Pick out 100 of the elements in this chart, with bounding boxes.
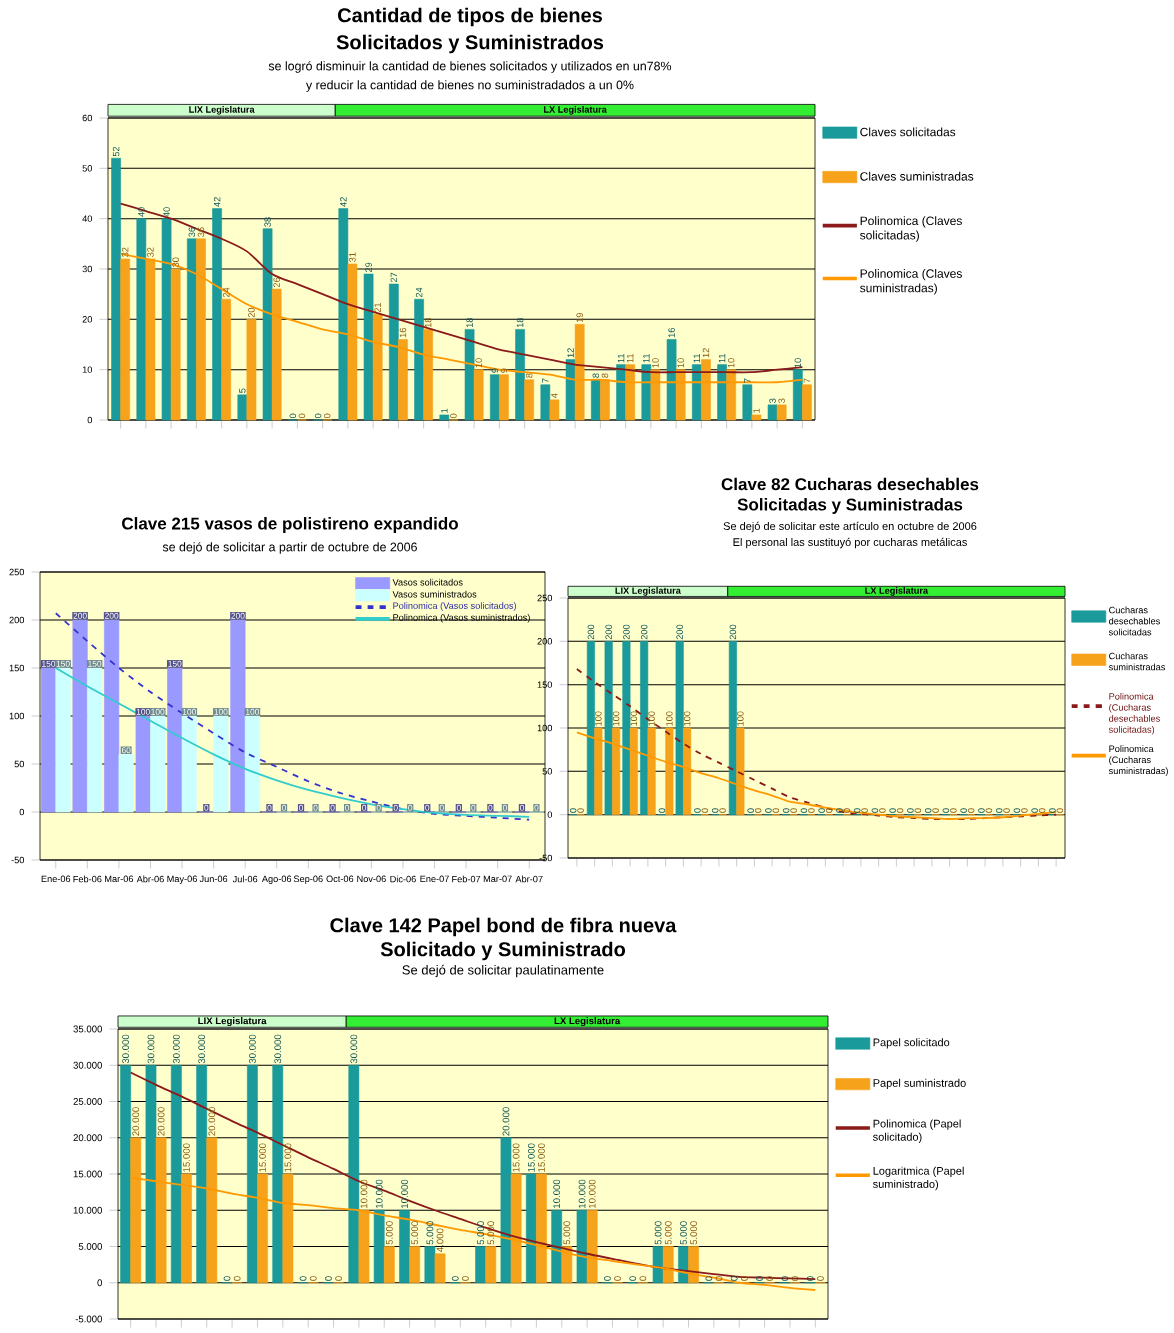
text: y reducir la cantidad de bienes no suministradados a un 0% xyxy=(305,80,634,92)
y-tick-label: 200 xyxy=(537,638,553,645)
data-label: 0 xyxy=(325,1276,332,1281)
x-tick-label: Ago-06 xyxy=(261,875,292,884)
data-label: 0 xyxy=(800,808,808,813)
y-tick-label: 35.000 xyxy=(73,1025,103,1033)
data-label: 0 xyxy=(879,808,886,813)
data-label: 0 xyxy=(233,1276,241,1281)
data-label: 0 xyxy=(614,1276,621,1281)
data-label: 0 xyxy=(456,804,461,811)
data-label: 0 xyxy=(719,808,726,813)
data-label: 0 xyxy=(790,808,797,813)
data-label: 9 xyxy=(491,368,499,373)
data-label: 7 xyxy=(744,378,751,383)
data-label: 36 xyxy=(197,227,205,237)
data-label: 3 xyxy=(778,398,785,403)
data-label: 42 xyxy=(340,197,347,207)
data-label: 0 xyxy=(715,1276,723,1281)
data-label: 0 xyxy=(942,808,950,813)
y-tick-label: 30.000 xyxy=(73,1061,103,1069)
data-label: 0 xyxy=(836,808,843,813)
data-label: 30.000 xyxy=(274,1034,282,1064)
data-label: 52 xyxy=(112,146,120,157)
y-tick-label: 150 xyxy=(537,681,553,688)
legend-label: Polinomica (Vasos suministrados) xyxy=(393,614,530,623)
data-label: 8 xyxy=(601,373,609,378)
data-label: 0 xyxy=(577,808,584,813)
legend-label: Vasos solicitados xyxy=(392,578,463,586)
data-label: 20.000 xyxy=(157,1107,165,1136)
chart-subtitle: Solicitados y Suministrados xyxy=(336,34,604,54)
data-label: 10.000 xyxy=(578,1179,586,1208)
data-label: 0 xyxy=(629,1276,637,1281)
data-label: 12 xyxy=(702,348,710,358)
data-label: 11 xyxy=(718,353,726,363)
data-label: 5.000 xyxy=(385,1221,393,1245)
data-label: 200 xyxy=(623,624,630,640)
legend-label: Cucharas desechables solicitadas xyxy=(1108,606,1160,636)
x-tick-label: Dic-06 xyxy=(390,875,416,883)
data-label: 200 xyxy=(676,624,683,640)
data-label: 100 xyxy=(648,711,655,726)
data-label: 0 xyxy=(425,804,430,811)
data-label: 150 xyxy=(42,660,56,667)
data-label: 30.000 xyxy=(122,1034,130,1064)
data-label: 15.000 xyxy=(259,1143,266,1172)
data-label: 0 xyxy=(871,808,879,813)
data-label: 100 xyxy=(246,708,260,715)
data-label: 4 xyxy=(551,393,558,399)
text: LX Legislatura xyxy=(865,587,929,596)
data-label: 5.000 xyxy=(426,1221,434,1245)
data-label: 31 xyxy=(349,252,356,263)
data-label: 0 xyxy=(281,804,286,811)
data-label: 100 xyxy=(151,708,165,715)
data-label: 0 xyxy=(781,1276,789,1281)
data-label: 0 xyxy=(754,808,762,813)
x-tick-label: Feb-06 xyxy=(73,875,102,883)
text: LX Legislatura xyxy=(544,106,607,115)
x-tick-label: Abr-07 xyxy=(515,875,543,883)
x-tick-label: Ene-06 xyxy=(41,875,71,883)
data-label: 0 xyxy=(439,804,444,811)
data-label: 21 xyxy=(374,302,381,313)
data-label: 0 xyxy=(362,804,367,811)
data-label: 20.000 xyxy=(502,1107,510,1136)
legend-label: Polinomica (Claves solicitadas) xyxy=(860,216,962,242)
data-label: 0 xyxy=(889,808,896,813)
data-label: 0 xyxy=(519,804,524,811)
data-label: 10 xyxy=(727,358,735,368)
data-label: 0 xyxy=(995,808,1003,813)
x-tick-label: Sep-06 xyxy=(293,875,323,884)
data-label: 5.000 xyxy=(563,1221,571,1245)
data-label: 0 xyxy=(289,413,297,419)
data-label: 0 xyxy=(924,808,932,813)
data-label: 1 xyxy=(753,408,760,413)
data-label: 20.000 xyxy=(208,1107,216,1136)
data-label: 11 xyxy=(617,353,625,363)
data-label: 24 xyxy=(222,287,230,298)
data-label: 0 xyxy=(730,1276,738,1281)
y-tick-label: 50 xyxy=(542,768,553,775)
data-label: 20.000 xyxy=(132,1107,140,1136)
data-label: 5.000 xyxy=(487,1221,495,1245)
legend-label: Vasos suministrados xyxy=(392,590,477,598)
legend-label: Cucharas suministradas xyxy=(1108,652,1166,671)
y-tick-label: 250 xyxy=(9,568,25,576)
data-label: 30.000 xyxy=(172,1034,180,1064)
legend-label: Polinomica (Claves suministradas) xyxy=(860,269,962,295)
data-label: 100 xyxy=(666,711,673,726)
data-label: 0 xyxy=(461,1276,469,1281)
chart-title: Cantidad de tipos de bienes xyxy=(338,7,602,27)
data-label: 0 xyxy=(1056,808,1064,813)
data-label: 0 xyxy=(298,413,306,419)
data-label: 26 xyxy=(273,277,280,288)
legend-label: Claves suministradas xyxy=(860,171,974,181)
data-label: 0 xyxy=(345,804,350,811)
data-label: 30.000 xyxy=(198,1034,206,1064)
data-label: 16 xyxy=(668,328,675,338)
y-tick-label: 200 xyxy=(9,616,25,624)
y-tick-label: 0 xyxy=(547,811,553,818)
data-label: 30 xyxy=(172,257,179,268)
legend-label: Papel solicitado xyxy=(873,1038,950,1049)
data-label: 0 xyxy=(267,804,272,811)
data-label: 0 xyxy=(818,808,825,813)
